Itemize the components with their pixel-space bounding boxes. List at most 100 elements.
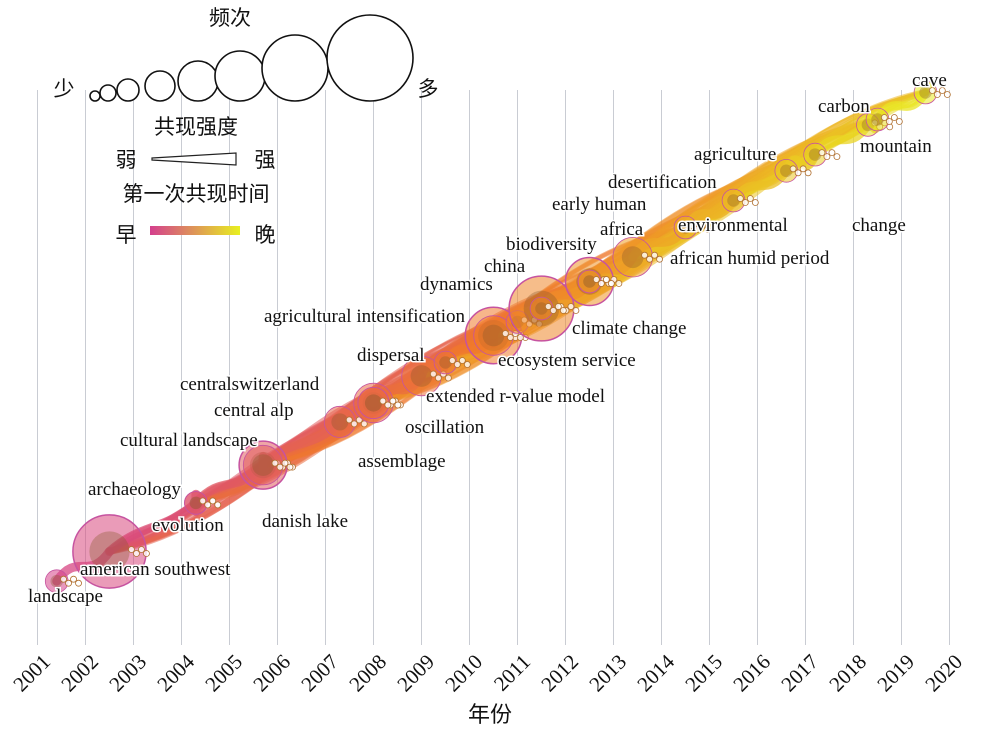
keyword-label: oscillation xyxy=(405,417,485,438)
keyword-sub-node xyxy=(651,251,658,259)
keyword-sub-node xyxy=(60,575,67,583)
keyword-sub-node xyxy=(276,463,284,471)
keyword-label: agricultural intensification xyxy=(264,306,466,327)
keyword-node-core xyxy=(871,113,884,126)
keyword-sub-node xyxy=(199,497,207,505)
keyword-sub-node xyxy=(943,91,951,98)
legend-weak-label: 弱 xyxy=(116,148,137,172)
keyword-sub-node xyxy=(133,550,140,557)
keyword-label: china xyxy=(484,256,526,277)
keyword-sub-node xyxy=(463,361,471,368)
keyword-sub-node xyxy=(928,87,936,94)
x-tick-label: 2019 xyxy=(872,650,919,697)
keyword-sub-node xyxy=(880,114,888,121)
keyword-label: agriculture xyxy=(694,144,776,165)
legend-many-label: 多 xyxy=(418,77,439,101)
keyword-node xyxy=(44,569,82,593)
keyword-sub-node xyxy=(544,303,552,310)
keyword-node-core xyxy=(535,302,548,315)
x-axis-title: 年份 xyxy=(468,703,512,728)
legend-size-circle xyxy=(144,70,176,102)
keyword-node xyxy=(184,491,222,515)
keyword-sub-node xyxy=(736,195,744,202)
keyword-sub-node xyxy=(804,169,812,177)
x-tick-label: 2011 xyxy=(489,650,535,696)
keyword-node-core xyxy=(482,324,505,347)
keyword-label: danish lake xyxy=(262,511,348,532)
keyword-label: landscape xyxy=(28,586,103,607)
keyword-sub-node xyxy=(823,153,831,161)
keyword-node xyxy=(913,80,951,105)
keyword-sub-node xyxy=(751,199,759,206)
keyword-sub-node xyxy=(379,397,387,405)
keyword-sub-node xyxy=(656,255,663,263)
keyword-sub-node xyxy=(646,255,653,263)
keyword-sub-node xyxy=(741,199,749,206)
keyword-node xyxy=(357,386,402,419)
keyword-label: environmental xyxy=(678,215,788,236)
keyword-sub-node xyxy=(286,463,294,471)
keyword-sub-node xyxy=(799,165,807,173)
keyword-sub-node xyxy=(453,361,461,368)
x-tick-label: 2002 xyxy=(56,650,103,697)
legend-size-circle xyxy=(177,60,219,102)
keyword-node xyxy=(612,237,663,278)
keyword-node xyxy=(529,296,567,321)
keyword-sub-node xyxy=(615,280,623,287)
keyword-sub-node xyxy=(204,501,212,509)
keyword-sub-node xyxy=(597,280,605,287)
keyword-node xyxy=(401,355,452,397)
keyword-label: centralswitzerland xyxy=(180,374,320,395)
keyword-label: mountain xyxy=(860,136,932,157)
keyword-node-core xyxy=(808,148,822,161)
x-tick-label: 2005 xyxy=(200,650,247,697)
keyword-node-core xyxy=(583,275,596,288)
x-tick-label: 2003 xyxy=(104,650,151,697)
keyword-sub-node xyxy=(885,118,893,125)
keyword-node xyxy=(577,269,615,294)
keyword-sub-node xyxy=(128,546,135,553)
keyword-sub-node xyxy=(394,401,402,409)
keyword-label: central alp xyxy=(214,400,294,421)
keyword-label: dynamics xyxy=(420,274,493,295)
keyword-sub-node xyxy=(559,307,567,314)
x-tick-label: 2012 xyxy=(536,650,583,697)
keyword-node-core xyxy=(919,86,932,99)
keyword-sub-node xyxy=(444,374,452,382)
keyword-sub-node xyxy=(506,334,514,341)
keyword-label: change xyxy=(852,215,906,236)
keyword-node xyxy=(72,514,150,589)
legend-strength-wedge xyxy=(151,152,237,166)
keyword-sub-node xyxy=(592,276,600,283)
keyword-sub-node xyxy=(350,420,358,428)
keyword-sub-node xyxy=(384,401,392,409)
x-tick-label: 2018 xyxy=(824,650,871,697)
legend-early-label: 早 xyxy=(116,223,137,247)
keyword-sub-node xyxy=(938,87,946,94)
keyword-node xyxy=(865,107,903,132)
keyword-node-core xyxy=(679,221,692,234)
legend-frequency-title: 频次 xyxy=(209,6,251,30)
x-tick-label: 2010 xyxy=(440,650,487,697)
keyword-label: american southwest xyxy=(80,559,231,580)
keyword-node xyxy=(473,315,524,356)
keyword-label: biodiversity xyxy=(506,234,597,255)
keyword-node xyxy=(803,142,841,167)
legend-few-label: 少 xyxy=(54,77,75,101)
x-tick-label: 2007 xyxy=(296,650,343,697)
keyword-label: assemblage xyxy=(358,451,446,472)
legend-strength-title: 共现强度 xyxy=(154,115,238,139)
keyword-label: desertification xyxy=(608,172,717,193)
keyword-sub-node xyxy=(448,357,456,364)
legend: 频次 少 多 共现强度 弱 强 第一次共现时间 早 晚 xyxy=(54,6,439,247)
legend-size-circle xyxy=(89,90,101,102)
legend-size-circle xyxy=(116,78,140,102)
keyword-label: cultural landscape xyxy=(120,430,258,451)
keyword-sub-node xyxy=(703,226,711,233)
legend-time-gradient xyxy=(150,226,240,235)
x-axis-ticks: 2001 2002 2003 2004 2005 2006 2007 2008 2009 2010… xyxy=(8,649,967,696)
legend-late-label: 晚 xyxy=(255,223,276,247)
x-tick-label: 2013 xyxy=(584,650,631,697)
keyword-node xyxy=(242,444,294,486)
